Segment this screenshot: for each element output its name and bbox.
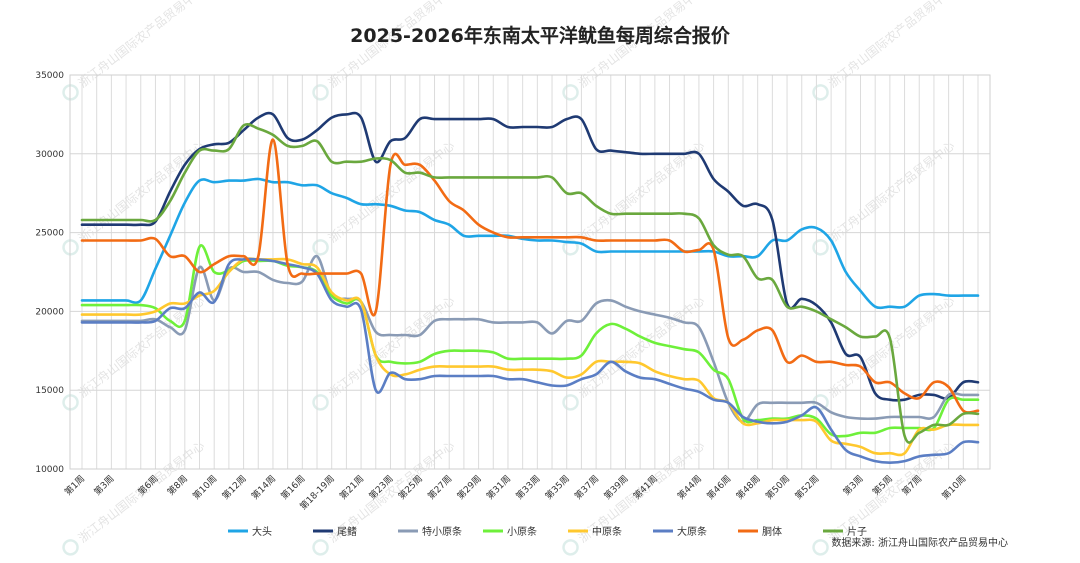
watermark-logo-icon [312, 394, 329, 411]
watermark-logo-icon [562, 539, 579, 556]
y-tick-label: 30000 [35, 150, 64, 160]
y-tick-label: 35000 [35, 71, 64, 81]
y-axis: 10000 15000 20000 25000 30000 35000 [35, 71, 64, 475]
series-line-1 [80, 177, 980, 310]
chart-title: 2025-2026年东南太平洋鱿鱼每周综合报价 [350, 24, 731, 47]
source-note: 数据来源: 浙江舟山国际农产品贸易中心 [831, 536, 1008, 549]
watermark-logo-icon [62, 84, 79, 101]
plot-area-border [69, 74, 991, 470]
watermark-logo-icon [312, 239, 329, 256]
legend-label: 片子 [847, 525, 867, 538]
y-tick-label: 25000 [35, 229, 64, 239]
watermark-logo-icon [62, 239, 79, 256]
series-line-8 [80, 122, 980, 444]
legend-label: 中原条 [592, 525, 622, 538]
watermark-logo-icon [62, 394, 79, 411]
watermark-logo-icon [312, 539, 329, 556]
legend-label: 胴体 [762, 526, 782, 538]
legend-label: 大原条 [677, 525, 707, 538]
legend-label: 特小原条 [422, 525, 462, 538]
legend-label: 尾鳍 [337, 525, 357, 538]
series-line-3 [80, 254, 980, 423]
watermark-logo-icon [312, 84, 329, 101]
y-tick-label: 10000 [35, 465, 64, 475]
watermark-logo-icon [812, 539, 829, 556]
legend-label: 小原条 [507, 525, 537, 538]
grid [69, 74, 991, 470]
y-tick-label: 20000 [35, 307, 64, 317]
watermark-logo-icon [62, 539, 79, 556]
series-layer [80, 111, 980, 464]
y-tick-label: 15000 [35, 386, 64, 396]
series-line-7 [80, 138, 980, 414]
legend-label: 大头 [252, 525, 272, 538]
legend: 大头 尾鳍 特小原条 小原条 中原条 大原条 胴体 片子 [228, 525, 867, 538]
series-line-6 [80, 257, 980, 464]
series-line-5 [80, 257, 980, 457]
